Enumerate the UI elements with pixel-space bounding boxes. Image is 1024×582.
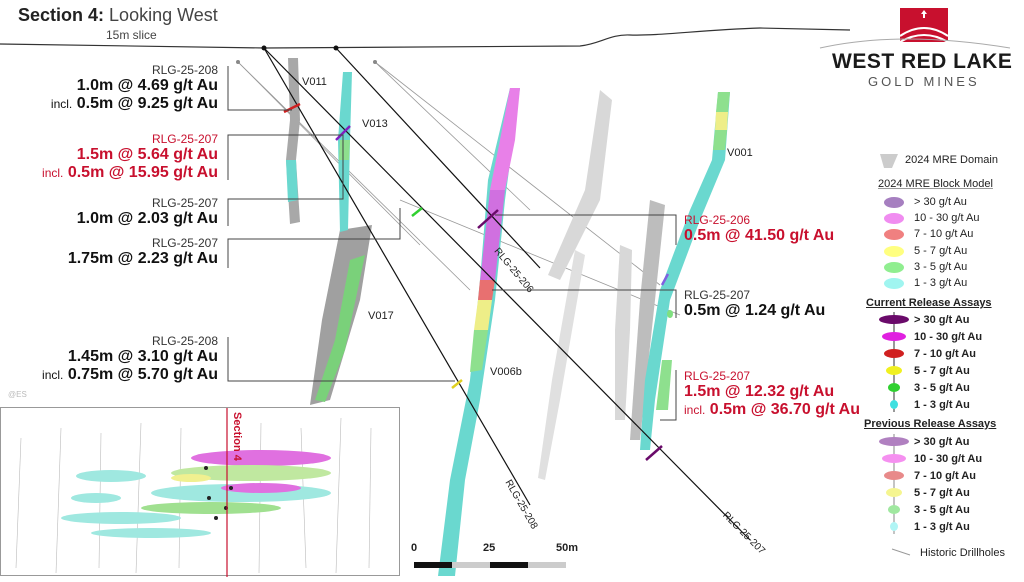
legend-item-label: 5 - 7 g/t Au [914,487,970,499]
legend-domain: 2024 MRE Domain [905,154,998,166]
legend-swatch [888,383,900,392]
legend-item-label: 1 - 3 g/t Au [914,521,970,533]
legend-swatch [882,454,906,463]
logo-subtext: GOLD MINES [868,74,980,89]
legend-item-label: > 30 g/t Au [914,314,970,326]
inset-long-section: Section 4 [0,407,400,577]
legend-swatch [884,278,904,289]
intercept-label: RLG-25-207 1.5m @ 12.32 g/t Au incl. 0.5… [684,369,860,418]
vein-label: V013 [362,118,388,130]
legend-item-label: 3 - 5 g/t Au [914,260,968,273]
legend-swatch [879,437,909,446]
mre-domain-icon [880,154,898,168]
intercept-label: RLG-25-208 1.0m @ 4.69 g/t Au incl. 0.5m… [50,63,218,112]
legend-swatch [884,471,904,480]
legend-block-model-title: 2024 MRE Block Model [878,178,993,190]
logo-text: WEST RED LAKE [832,50,1013,73]
collar-point [261,45,267,51]
legend-swatch [888,505,900,514]
collar-point [236,60,240,64]
collar-point [373,60,377,64]
legend-historic: Historic Drillholes [920,547,1005,559]
legend-item-label: 5 - 7 g/t Au [914,365,970,377]
legend-swatch [882,332,906,341]
vein-label: V006b [490,366,522,378]
legend-current-title: Current Release Assays [866,297,992,309]
legend-item-label: 7 - 10 g/t Au [914,348,976,360]
assay-marks [283,102,673,461]
inset-map [15,408,372,577]
historic-drillhole-icon [891,548,911,556]
legend-swatch [890,522,898,531]
legend-swatch [886,488,902,497]
legend-item-label: 10 - 30 g/t Au [914,212,980,225]
legend-swatch [884,197,904,208]
logo-mark [819,8,1011,49]
watermark: @ES [8,390,27,399]
legend-item-label: 10 - 30 g/t Au [914,331,983,343]
intercept-label: RLG-25-208 1.45m @ 3.10 g/t Au incl. 0.7… [42,334,218,383]
legend-swatch [879,315,909,324]
intercept-label: RLG-25-207 1.75m @ 2.23 g/t Au [67,236,218,267]
legend-swatch [884,229,904,241]
legend-swatch [890,400,898,409]
page-title: Section 4: Looking West [18,5,218,25]
leader-lines [227,66,677,421]
legend-swatch [884,349,904,358]
legend-item-label: 7 - 10 g/t Au [914,228,974,241]
intercept-label: RLG-25-207 1.0m @ 2.03 g/t Au [76,196,218,227]
legend-swatch [886,366,902,375]
vein-label: V011 [302,76,327,88]
legend-swatch [884,213,904,225]
legend-item-label: 1 - 3 g/t Au [914,399,970,411]
legend-item-label: 1 - 3 g/t Au [914,277,968,289]
scale-tick: 0 [411,542,418,554]
topography-line [0,27,851,49]
legend-swatch [884,261,904,273]
vein-label: V001 [727,147,753,159]
scale-bar [414,562,566,568]
historic-drillholes [237,61,681,316]
intercept-label: RLG-25-207 1.5m @ 5.64 g/t Au incl. 0.5m… [42,132,218,181]
legend-item-label: 3 - 5 g/t Au [914,382,970,394]
legend-swatch [884,245,904,257]
scale-tick: 50m [556,542,579,554]
scale-tick: 25 [483,542,496,554]
section-line-label: Section 4 [231,412,243,461]
intercept-label: RLG-25-206 0.5m @ 41.50 g/t Au [684,213,835,244]
intercept-label: RLG-25-207 0.5m @ 1.24 g/t Au [684,288,826,319]
subtitle: 15m slice [106,28,157,42]
legend-item-label: 10 - 30 g/t Au [914,453,983,465]
legend-item-label: > 30 g/t Au [914,196,967,208]
legend-item-label: > 30 g/t Au [914,436,970,448]
legend-item-label: 7 - 10 g/t Au [914,470,976,482]
collar-point [333,45,339,51]
legend-previous-title: Previous Release Assays [864,418,997,430]
vein-label: V017 [368,310,394,322]
legend-item-label: 3 - 5 g/t Au [914,504,970,516]
legend-item-label: 5 - 7 g/t Au [914,244,968,257]
